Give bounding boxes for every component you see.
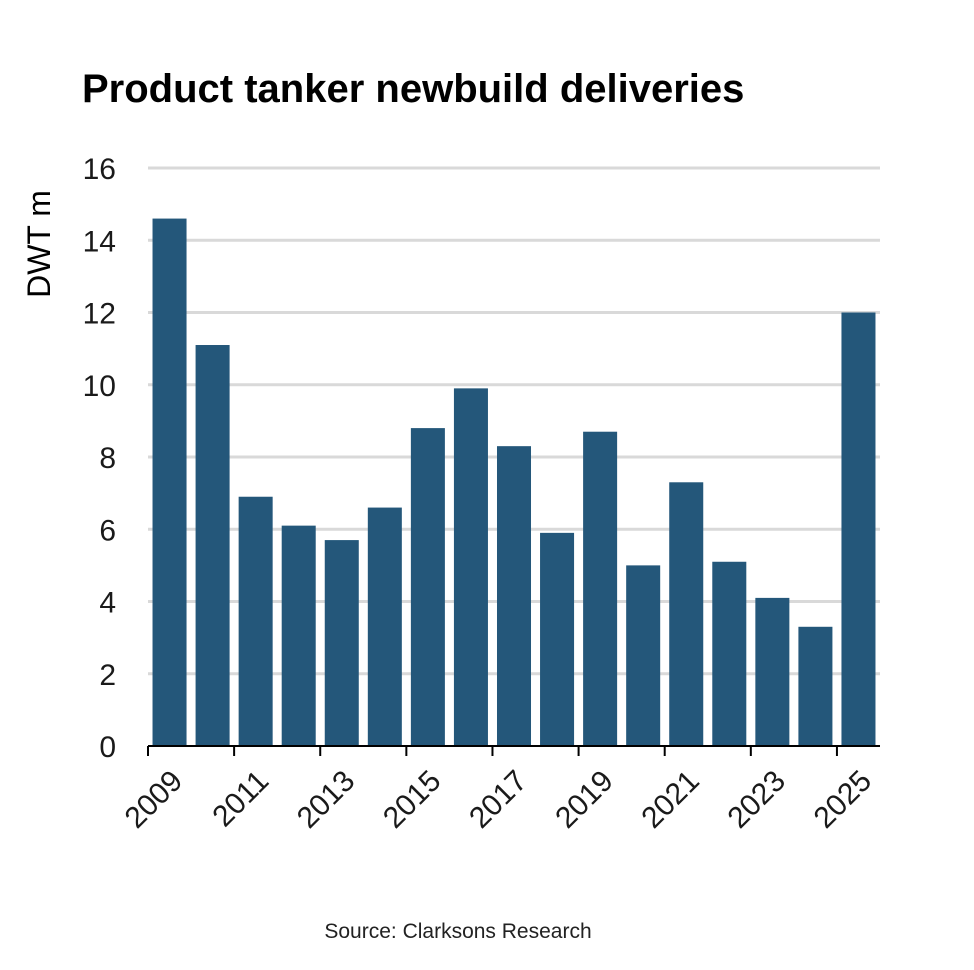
bar-2013 [324, 540, 359, 746]
x-tick-label: 2017 [463, 764, 534, 835]
chart-title: Product tanker newbuild deliveries [82, 67, 744, 111]
x-tick-label: 2011 [206, 764, 275, 833]
y-tick-label: 0 [99, 731, 116, 764]
y-axis-label: DWT m [21, 190, 57, 298]
bar-2025 [841, 312, 876, 746]
y-tick-label: 10 [83, 370, 116, 403]
x-tick-label: 2015 [377, 764, 448, 835]
x-tick-label: 2013 [291, 764, 362, 835]
bar-2021 [669, 482, 704, 746]
x-tick-label: 2009 [119, 764, 190, 835]
y-tick-label: 2 [99, 659, 116, 692]
bar-2020 [626, 565, 661, 746]
bar-2014 [367, 507, 402, 746]
source-note: Source: Clarksons Research [324, 920, 591, 943]
y-axis-tick-labels: 0 2 4 6 8 10 12 14 16 [83, 153, 116, 764]
bar-2023 [755, 597, 790, 746]
bar-2016 [453, 388, 488, 746]
bar-2011 [238, 496, 273, 746]
x-tick-label: 2019 [549, 764, 620, 835]
bar-2010 [195, 345, 230, 746]
x-tick-label: 2025 [808, 764, 879, 835]
bar-2009 [152, 218, 187, 746]
bar-2022 [712, 561, 747, 746]
bars [152, 218, 876, 746]
x-axis [147, 745, 880, 756]
bar-2019 [583, 431, 618, 746]
y-tick-label: 14 [83, 225, 116, 258]
y-tick-label: 6 [99, 514, 116, 547]
bar-2017 [496, 446, 532, 746]
y-tick-label: 12 [83, 298, 116, 331]
y-tick-label: 4 [99, 587, 116, 620]
bar-2018 [540, 532, 575, 746]
x-tick-label: 2023 [721, 764, 792, 835]
x-axis-tick-labels: 2009 2011 2013 2015 2017 2019 2021 2023 2025 [119, 764, 878, 835]
y-tick-label: 8 [99, 442, 116, 475]
bar-2015 [410, 428, 445, 746]
bar-2012 [281, 525, 316, 746]
y-tick-label: 16 [83, 153, 116, 186]
bar-2024 [798, 626, 833, 746]
x-tick-label: 2021 [635, 764, 706, 835]
